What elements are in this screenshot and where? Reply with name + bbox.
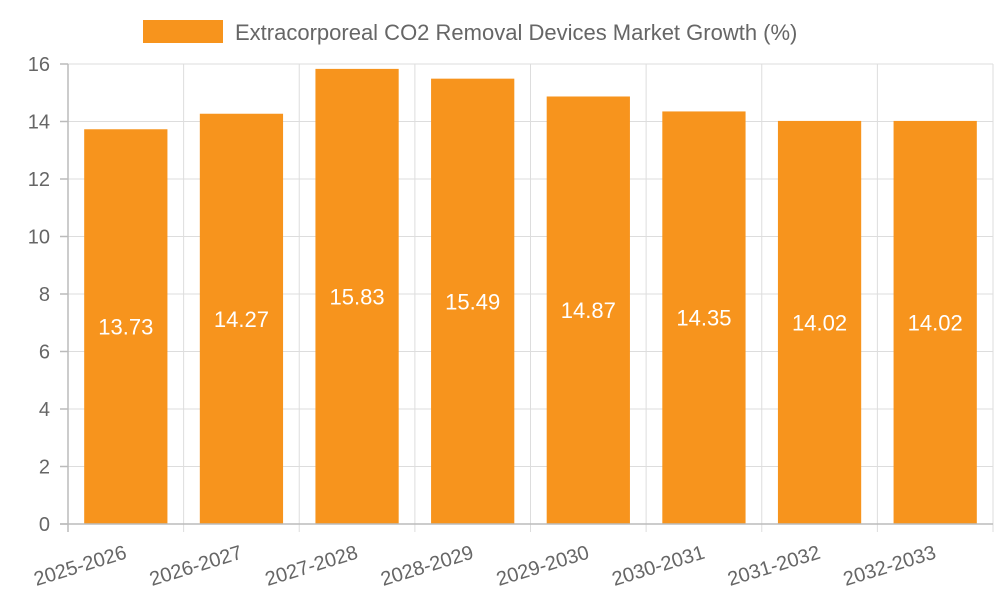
bar-value-label: 14.02 xyxy=(908,310,963,335)
bar[interactable] xyxy=(777,120,862,525)
axes xyxy=(60,63,993,532)
x-tick-label: 2030-2031 xyxy=(609,542,707,591)
bar[interactable] xyxy=(315,68,399,524)
x-tick-label: 2029-2030 xyxy=(494,542,592,591)
legend-label: Extracorporeal CO2 Removal Devices Marke… xyxy=(235,20,797,45)
bars: 13.73 14.27 15.83 15.49 14.87 14.35 14.02 14.02 xyxy=(84,68,977,525)
bar-value-label: 14.35 xyxy=(676,306,731,331)
x-tick-label: 2031-2032 xyxy=(725,542,823,591)
y-tick-label: 10 xyxy=(28,227,50,249)
x-tick-label: 2027-2028 xyxy=(263,542,361,591)
bar-value-label: 14.02 xyxy=(792,310,847,335)
bar-value-label: 15.83 xyxy=(330,284,385,309)
y-tick-label: 0 xyxy=(39,514,50,536)
y-tick-label: 6 xyxy=(39,342,50,364)
y-tick-label: 2 xyxy=(39,457,50,479)
bar-value-label: 14.87 xyxy=(561,298,616,323)
bar[interactable] xyxy=(662,111,746,524)
y-tick-label: 16 xyxy=(28,54,50,76)
bar[interactable] xyxy=(199,113,284,525)
bar-value-label: 13.73 xyxy=(98,315,153,340)
x-tick-label: 2032-2033 xyxy=(841,542,939,591)
x-tick-label: 2025-2026 xyxy=(31,542,129,591)
y-tick-label: 12 xyxy=(28,169,50,191)
y-tick-label: 14 xyxy=(28,112,50,134)
y-tick-label: 8 xyxy=(39,284,50,306)
bar[interactable] xyxy=(431,78,515,524)
x-tick-label: 2026-2027 xyxy=(147,542,245,591)
x-tick-label: 2028-2029 xyxy=(378,542,476,591)
bar[interactable] xyxy=(893,120,977,525)
legend-swatch xyxy=(143,20,223,43)
bar[interactable] xyxy=(546,96,630,525)
bar-value-label: 15.49 xyxy=(445,289,500,314)
y-tick-label: 4 xyxy=(39,399,50,421)
bar-value-label: 14.27 xyxy=(214,307,269,332)
bar[interactable] xyxy=(84,129,168,524)
legend[interactable]: Extracorporeal CO2 Removal Devices Marke… xyxy=(143,20,797,45)
